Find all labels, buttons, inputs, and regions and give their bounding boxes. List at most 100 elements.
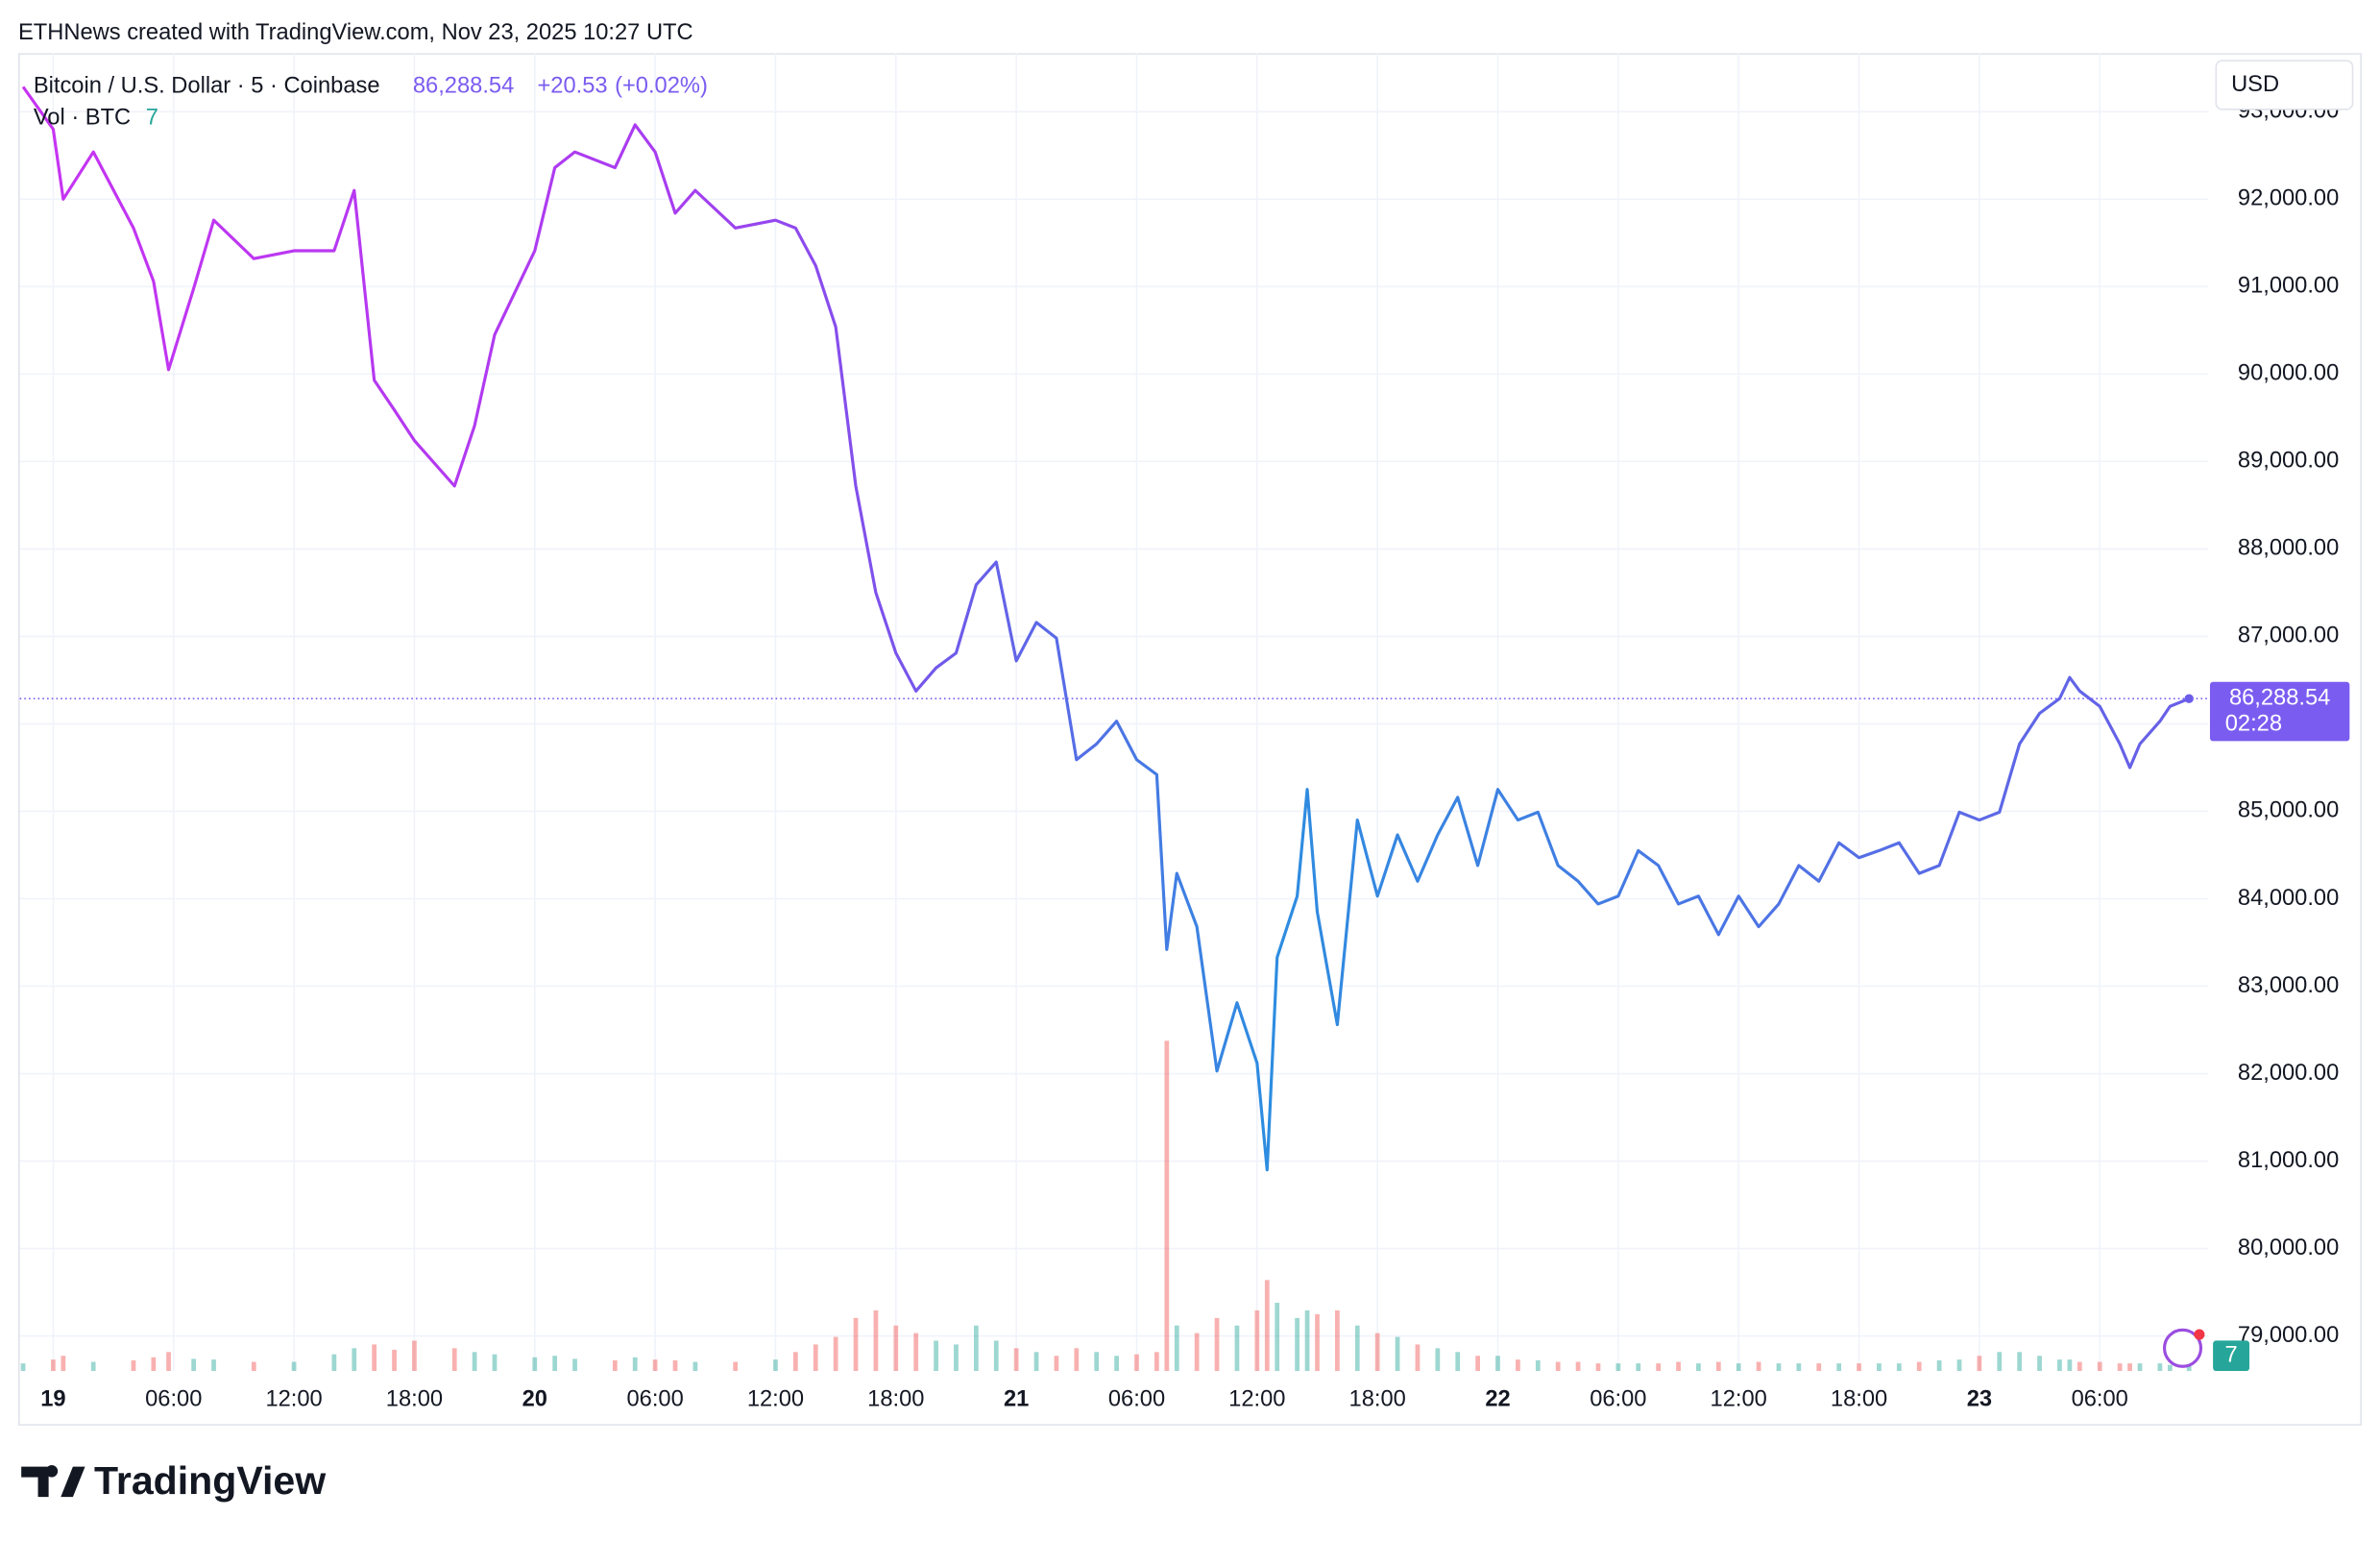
logo-mark: [21, 1464, 85, 1498]
volume-bar: [973, 1325, 979, 1372]
y-tick-label: 92,000.00: [2238, 186, 2339, 211]
header-caption: ETHNews created with TradingView.com, No…: [18, 20, 693, 45]
legend-change-pct: (+0.02%): [615, 73, 708, 98]
volume-bar: [1696, 1363, 1701, 1372]
volume-bar: [632, 1357, 638, 1372]
volume-bar: [1254, 1309, 1260, 1372]
x-tick-label: 18:00: [867, 1386, 924, 1411]
volume-bar: [1094, 1352, 1100, 1372]
volume-bar: [251, 1361, 256, 1372]
y-tick-label: 89,000.00: [2238, 449, 2339, 474]
x-tick-label: 12:00: [1228, 1386, 1285, 1411]
volume-bar: [1816, 1363, 1822, 1372]
y-tick-label: 88,000.00: [2238, 536, 2339, 561]
volume-bar: [1615, 1363, 1621, 1372]
volume-bar: [2057, 1359, 2062, 1372]
volume-legend: Vol · BTC: [34, 106, 131, 131]
volume-bar: [492, 1354, 498, 1372]
volume-bar: [1354, 1325, 1360, 1372]
volume-bar: [853, 1317, 859, 1372]
chart-frame: [18, 53, 2362, 1426]
volume-bar: [1756, 1361, 1761, 1372]
volume-bar: [532, 1357, 538, 1372]
volume-bar: [1936, 1359, 1942, 1372]
volume-bar: [1054, 1356, 1059, 1372]
x-tick-label: 06:00: [145, 1386, 202, 1411]
volume-bar: [352, 1348, 357, 1372]
volume-bar: [1194, 1333, 1200, 1372]
price-line: [21, 86, 2190, 1172]
volume-bar: [813, 1344, 818, 1372]
volume-bar: [2167, 1364, 2173, 1372]
volume-bar: [331, 1354, 337, 1372]
volume-bar: [1455, 1352, 1461, 1372]
x-tick-label: 18:00: [1349, 1386, 1406, 1411]
volume-bar: [2127, 1363, 2132, 1372]
volume-bar: [1896, 1363, 1902, 1372]
volume-bar: [131, 1359, 136, 1372]
volume-bar: [1956, 1359, 1962, 1372]
volume-bar: [1164, 1040, 1170, 1372]
volume-legend-value: 7: [146, 106, 158, 131]
volume-bar: [612, 1359, 618, 1372]
volume-bar: [1977, 1356, 1982, 1372]
x-tick-label: 06:00: [1108, 1386, 1165, 1411]
x-tick-label: 18:00: [386, 1386, 443, 1411]
volume-tag-label: 7: [2224, 1342, 2237, 1367]
y-tick-label: 85,000.00: [2238, 798, 2339, 823]
x-tick-label: 20: [522, 1386, 547, 1411]
assistant-icon[interactable]: [2162, 1328, 2203, 1368]
x-tick-label: 18:00: [1831, 1386, 1887, 1411]
volume-bar: [1836, 1363, 1842, 1372]
volume-bar: [2097, 1361, 2102, 1372]
volume-bar: [792, 1352, 798, 1372]
volume-bar: [1335, 1309, 1340, 1372]
volume-bar: [1676, 1361, 1681, 1372]
volume-bar: [1114, 1356, 1119, 1372]
volume-bar: [1374, 1333, 1380, 1372]
volume-bar: [1535, 1359, 1541, 1372]
volume-bar: [211, 1359, 216, 1372]
x-tick-label: 06:00: [2072, 1386, 2128, 1411]
volume-bar: [1295, 1317, 1299, 1372]
y-tick-label: 79,000.00: [2238, 1323, 2339, 1348]
volume-bar: [552, 1356, 558, 1372]
x-tick-label: 23: [1967, 1386, 1992, 1411]
volume-bar: [1033, 1352, 1039, 1372]
volume-bar: [1575, 1361, 1581, 1372]
volume-bar: [2117, 1363, 2123, 1372]
volume-bar: [1315, 1313, 1320, 1372]
volume-bar: [1174, 1325, 1179, 1372]
chart-title: Bitcoin / U.S. Dollar · 5 · Coinbase: [34, 73, 380, 98]
volume-bar: [61, 1356, 66, 1372]
volume-bar: [1916, 1361, 1922, 1372]
currency-button[interactable]: [2215, 60, 2354, 110]
volume-bar: [1275, 1303, 1280, 1372]
volume-bar: [1857, 1363, 1861, 1372]
volume-bar: [191, 1358, 197, 1372]
volume-bar: [291, 1361, 297, 1372]
volume-bar: [833, 1336, 838, 1372]
volume-bar: [773, 1359, 778, 1372]
volume-bar: [412, 1340, 417, 1372]
volume-bar: [1234, 1325, 1240, 1372]
y-tick-label: 80,000.00: [2238, 1235, 2339, 1260]
y-tick-label: 83,000.00: [2238, 973, 2339, 998]
volume-bar: [472, 1352, 477, 1372]
volume-bar: [2137, 1363, 2143, 1372]
price-tag-label: 86,288.54: [2229, 685, 2330, 710]
axes: 79,000.00 80,000.00 81,000.00 82,000.00 83,0…: [40, 99, 2350, 1411]
volume-bar: [1997, 1352, 2003, 1372]
volume-bar: [2076, 1361, 2082, 1372]
grid: [19, 53, 2209, 1372]
volume-bar: [1495, 1356, 1500, 1372]
x-tick-label: 06:00: [1590, 1386, 1646, 1411]
volume-bar: [733, 1361, 739, 1372]
y-tick-label: 81,000.00: [2238, 1148, 2339, 1173]
volume-bar: [1304, 1309, 1310, 1372]
volume-bar: [954, 1344, 959, 1372]
volume-bar: [372, 1344, 377, 1372]
x-tick-label: 12:00: [747, 1386, 804, 1411]
notification-dot: [2194, 1329, 2205, 1340]
